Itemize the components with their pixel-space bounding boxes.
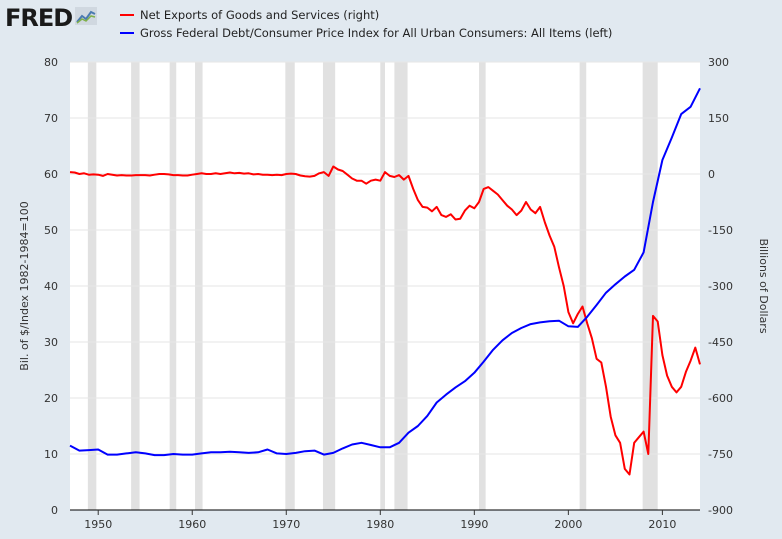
left-tick-label: 20 bbox=[44, 392, 58, 405]
series-line-federal-debt bbox=[69, 87, 701, 457]
legend-swatch-red bbox=[120, 14, 134, 16]
right-tick-label: -600 bbox=[708, 392, 733, 405]
chart-header: FRED Net Exports of Goods and Services (… bbox=[0, 0, 782, 52]
left-tick-label: 10 bbox=[44, 448, 58, 461]
right-tick-label: -750 bbox=[708, 448, 733, 461]
chart-legend: Net Exports of Goods and Services (right… bbox=[120, 6, 612, 42]
right-tick-label: 0 bbox=[708, 168, 715, 181]
legend-item-net-exports[interactable]: Net Exports of Goods and Services (right… bbox=[120, 6, 612, 24]
right-tick-label: 150 bbox=[708, 112, 729, 125]
x-tick-label: 1970 bbox=[272, 518, 300, 531]
right-tick-label: -450 bbox=[708, 336, 733, 349]
left-tick-label: 60 bbox=[44, 168, 58, 181]
x-tick-label: 2000 bbox=[554, 518, 582, 531]
right-axis-ticks: -900 -750 -600 -450 -300 -150 0 150 300 bbox=[708, 56, 733, 517]
fred-logo[interactable]: FRED bbox=[5, 4, 98, 32]
right-tick-label: -300 bbox=[708, 280, 733, 293]
right-tick-label: -900 bbox=[708, 504, 733, 517]
x-tick-label: 1950 bbox=[84, 518, 112, 531]
x-tick-label: 2010 bbox=[648, 518, 676, 531]
legend-swatch-blue bbox=[120, 32, 134, 34]
grid-lines bbox=[70, 61, 700, 511]
x-tick-label: 1990 bbox=[460, 518, 488, 531]
x-tick-label: 1980 bbox=[366, 518, 394, 531]
x-tick-label: 1960 bbox=[178, 518, 206, 531]
logo-text: FRED bbox=[5, 4, 73, 32]
right-tick-label: -150 bbox=[708, 224, 733, 237]
x-axis-ticks: 1950 1960 1970 1980 1990 2000 2010 bbox=[84, 510, 676, 531]
right-tick-label: 300 bbox=[708, 56, 729, 69]
legend-label-federal-debt: Gross Federal Debt/Consumer Price Index … bbox=[140, 26, 613, 40]
left-axis-ticks: 0 10 20 30 40 50 60 70 80 bbox=[44, 56, 58, 517]
series-line-net-exports bbox=[69, 165, 701, 476]
legend-item-federal-debt[interactable]: Gross Federal Debt/Consumer Price Index … bbox=[120, 24, 612, 42]
right-axis-title: Billions of Dollars bbox=[757, 238, 770, 333]
left-tick-label: 0 bbox=[51, 504, 58, 517]
series-lines bbox=[69, 87, 701, 476]
chart-line-icon bbox=[75, 7, 98, 29]
left-tick-label: 80 bbox=[44, 56, 58, 69]
left-tick-label: 30 bbox=[44, 336, 58, 349]
left-tick-label: 50 bbox=[44, 224, 58, 237]
left-tick-label: 70 bbox=[44, 112, 58, 125]
left-tick-label: 40 bbox=[44, 280, 58, 293]
legend-label-net-exports: Net Exports of Goods and Services (right… bbox=[140, 8, 380, 22]
left-axis-title: Bil. of $/Index 1982-1984=100 bbox=[18, 201, 31, 370]
